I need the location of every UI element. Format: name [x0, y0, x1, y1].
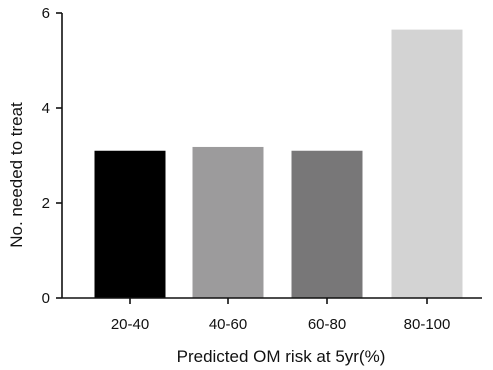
y-tick-label: 4: [42, 100, 50, 117]
bar-60-80: [291, 150, 363, 298]
bar-40-60: [192, 146, 264, 298]
bar-20-40: [94, 150, 166, 298]
y-axis-title: No. needed to treat: [7, 102, 26, 248]
x-tick-label: 20-40: [111, 316, 149, 333]
bar-80-100: [391, 29, 463, 298]
x-axis-ticks: 20-40 40-60 60-80 80-100: [111, 298, 451, 333]
y-axis-ticks: 0 2 4 6: [42, 5, 62, 307]
x-tick-label: 60-80: [308, 316, 346, 333]
x-axis-title: Predicted OM risk at 5yr(%): [177, 347, 386, 366]
bars-layer: [94, 29, 463, 298]
x-tick-label: 40-60: [209, 316, 247, 333]
y-tick-label: 6: [42, 5, 50, 22]
x-tick-label: 80-100: [404, 316, 451, 333]
y-tick-label: 2: [42, 195, 50, 212]
y-tick-label: 0: [42, 290, 50, 307]
